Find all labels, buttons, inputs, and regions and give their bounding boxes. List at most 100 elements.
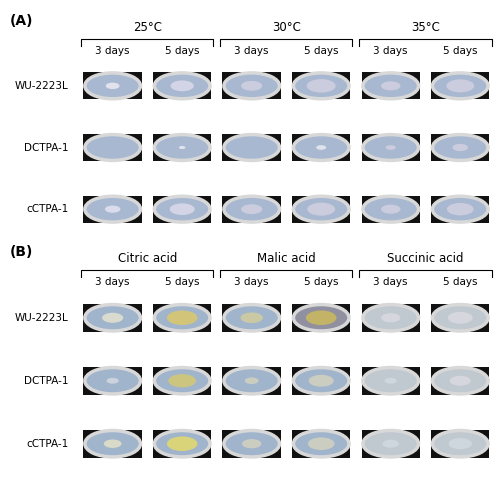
FancyBboxPatch shape <box>153 72 212 99</box>
Text: 5 days: 5 days <box>165 46 200 56</box>
Text: Succinic acid: Succinic acid <box>387 252 464 264</box>
Ellipse shape <box>154 73 210 99</box>
Text: 3 days: 3 days <box>374 46 408 56</box>
Ellipse shape <box>448 312 473 324</box>
FancyBboxPatch shape <box>431 367 490 395</box>
FancyBboxPatch shape <box>292 304 350 332</box>
Ellipse shape <box>381 313 400 323</box>
Ellipse shape <box>363 368 418 394</box>
Ellipse shape <box>85 304 140 331</box>
Text: 3 days: 3 days <box>374 277 408 287</box>
FancyBboxPatch shape <box>222 195 281 223</box>
Ellipse shape <box>242 439 262 448</box>
FancyBboxPatch shape <box>362 304 420 332</box>
Ellipse shape <box>432 431 488 457</box>
FancyBboxPatch shape <box>153 134 212 161</box>
Ellipse shape <box>170 204 194 215</box>
Ellipse shape <box>363 196 418 222</box>
Ellipse shape <box>244 377 258 384</box>
Text: WU-2223L: WU-2223L <box>14 313 68 323</box>
Ellipse shape <box>432 196 488 222</box>
Ellipse shape <box>85 368 140 394</box>
FancyBboxPatch shape <box>84 367 142 395</box>
Ellipse shape <box>85 196 140 222</box>
Ellipse shape <box>85 134 140 160</box>
Ellipse shape <box>294 196 349 222</box>
FancyBboxPatch shape <box>292 134 350 161</box>
Ellipse shape <box>167 436 198 451</box>
Ellipse shape <box>308 375 334 387</box>
Ellipse shape <box>224 304 280 331</box>
Text: (A): (A) <box>10 14 34 28</box>
Text: DCTPA-1: DCTPA-1 <box>24 376 68 386</box>
Ellipse shape <box>381 204 400 214</box>
Ellipse shape <box>386 145 396 150</box>
Text: 5 days: 5 days <box>443 46 478 56</box>
Ellipse shape <box>224 368 280 394</box>
Ellipse shape <box>308 203 335 216</box>
Ellipse shape <box>294 134 349 160</box>
FancyBboxPatch shape <box>153 304 212 332</box>
Ellipse shape <box>106 378 119 384</box>
Ellipse shape <box>170 81 194 91</box>
Ellipse shape <box>241 204 262 214</box>
Ellipse shape <box>224 196 280 222</box>
Text: 5 days: 5 days <box>443 277 478 287</box>
Ellipse shape <box>167 311 198 325</box>
Ellipse shape <box>106 83 120 89</box>
Text: 3 days: 3 days <box>96 46 130 56</box>
Ellipse shape <box>224 431 280 457</box>
Ellipse shape <box>294 304 349 331</box>
FancyBboxPatch shape <box>362 134 420 161</box>
FancyBboxPatch shape <box>153 367 212 395</box>
Text: Malic acid: Malic acid <box>257 252 316 264</box>
Ellipse shape <box>382 440 399 448</box>
Ellipse shape <box>363 134 418 160</box>
FancyBboxPatch shape <box>84 134 142 161</box>
Ellipse shape <box>432 134 488 160</box>
Text: 30°C: 30°C <box>272 21 301 34</box>
FancyBboxPatch shape <box>431 134 490 161</box>
Ellipse shape <box>241 81 262 91</box>
FancyBboxPatch shape <box>431 430 490 457</box>
Text: 3 days: 3 days <box>234 277 269 287</box>
Ellipse shape <box>224 73 280 99</box>
FancyBboxPatch shape <box>292 195 350 223</box>
Ellipse shape <box>306 79 336 93</box>
Text: (B): (B) <box>10 245 34 259</box>
Ellipse shape <box>154 304 210 331</box>
Ellipse shape <box>154 368 210 394</box>
FancyBboxPatch shape <box>222 72 281 99</box>
Ellipse shape <box>240 312 263 323</box>
FancyBboxPatch shape <box>431 195 490 223</box>
Ellipse shape <box>168 374 196 387</box>
FancyBboxPatch shape <box>84 195 142 223</box>
Text: 3 days: 3 days <box>96 277 130 287</box>
FancyBboxPatch shape <box>222 134 281 161</box>
Text: 3 days: 3 days <box>234 46 269 56</box>
FancyBboxPatch shape <box>431 304 490 332</box>
Ellipse shape <box>294 73 349 99</box>
Text: 5 days: 5 days <box>165 277 200 287</box>
Ellipse shape <box>447 203 473 216</box>
Text: cCTPA-1: cCTPA-1 <box>26 204 68 214</box>
Ellipse shape <box>384 378 397 384</box>
FancyBboxPatch shape <box>84 430 142 457</box>
Ellipse shape <box>224 134 280 160</box>
FancyBboxPatch shape <box>84 304 142 332</box>
Ellipse shape <box>432 73 488 99</box>
Ellipse shape <box>154 134 210 160</box>
Text: 35°C: 35°C <box>411 21 440 34</box>
Ellipse shape <box>294 431 349 457</box>
Ellipse shape <box>452 144 468 151</box>
Ellipse shape <box>363 73 418 99</box>
FancyBboxPatch shape <box>222 430 281 457</box>
FancyBboxPatch shape <box>292 367 350 395</box>
Ellipse shape <box>363 304 418 331</box>
FancyBboxPatch shape <box>222 304 281 332</box>
Ellipse shape <box>85 73 140 99</box>
Ellipse shape <box>450 376 471 386</box>
Ellipse shape <box>104 440 122 448</box>
Text: 5 days: 5 days <box>304 277 338 287</box>
Ellipse shape <box>308 437 334 450</box>
